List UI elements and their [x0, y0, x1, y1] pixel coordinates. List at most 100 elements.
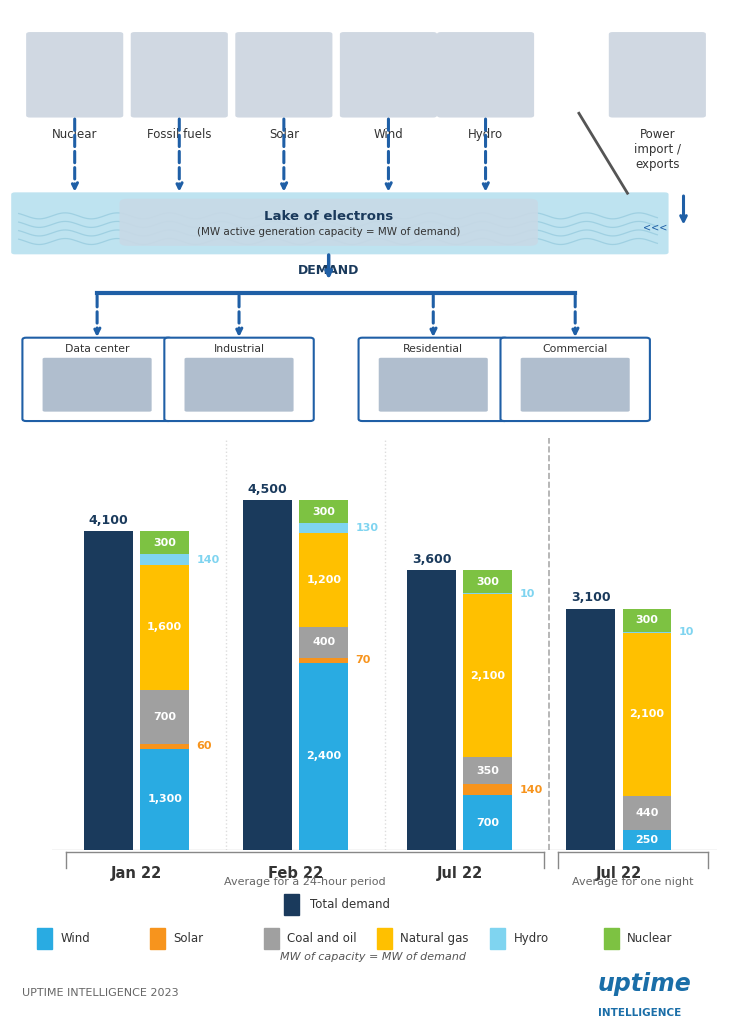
Bar	[622, 796, 672, 830]
Bar	[463, 795, 512, 850]
Text: Hydro: Hydro	[468, 129, 503, 141]
Text: Industrial: Industrial	[214, 344, 264, 354]
Bar	[463, 570, 512, 593]
Text: 10: 10	[520, 588, 535, 598]
Text: 10: 10	[679, 627, 694, 638]
Bar	[84, 531, 133, 850]
FancyBboxPatch shape	[131, 32, 228, 117]
Bar	[622, 830, 672, 850]
Text: Power
import /
exports: Power import / exports	[634, 129, 681, 171]
Text: 2,100: 2,100	[470, 671, 505, 681]
Text: 700: 700	[153, 712, 176, 722]
Text: 400: 400	[312, 638, 335, 647]
FancyBboxPatch shape	[359, 338, 508, 421]
Bar	[244, 500, 292, 850]
FancyBboxPatch shape	[120, 199, 538, 246]
Text: Total demand: Total demand	[309, 898, 390, 911]
Text: Commercial: Commercial	[542, 344, 608, 354]
Text: 300: 300	[636, 616, 658, 625]
Bar	[140, 565, 189, 690]
Text: Data center: Data center	[65, 344, 129, 354]
Bar	[463, 594, 512, 757]
Text: 70: 70	[356, 655, 371, 665]
Text: (MW active generation capacity = MW of demand): (MW active generation capacity = MW of d…	[197, 227, 460, 237]
FancyBboxPatch shape	[340, 32, 437, 117]
FancyBboxPatch shape	[609, 32, 706, 117]
Bar	[463, 757, 512, 785]
Text: Nuclear: Nuclear	[627, 932, 672, 945]
Text: <<<: <<<	[642, 222, 667, 233]
Bar	[300, 626, 348, 658]
Text: 300: 300	[153, 538, 176, 548]
Bar	[284, 893, 300, 915]
Bar	[150, 927, 165, 950]
FancyBboxPatch shape	[164, 338, 314, 421]
Text: 140: 140	[520, 785, 543, 795]
Text: 2,100: 2,100	[630, 710, 664, 720]
Bar	[604, 927, 619, 950]
Bar	[140, 749, 189, 850]
Text: 440: 440	[635, 809, 659, 818]
Text: DEMAND: DEMAND	[298, 264, 359, 277]
Bar	[300, 534, 348, 626]
Text: 1,600: 1,600	[147, 622, 182, 632]
Text: Average for one night: Average for one night	[572, 878, 694, 887]
FancyBboxPatch shape	[500, 338, 650, 421]
Text: 60: 60	[196, 742, 212, 751]
Bar	[37, 927, 52, 950]
FancyBboxPatch shape	[26, 32, 123, 117]
Text: MW of capacity = MW of demand: MW of capacity = MW of demand	[281, 953, 466, 962]
Bar	[622, 632, 672, 796]
Bar	[140, 690, 189, 744]
Text: 300: 300	[312, 507, 335, 517]
FancyBboxPatch shape	[235, 32, 332, 117]
FancyBboxPatch shape	[11, 193, 669, 254]
Bar	[264, 927, 279, 950]
Text: Residential: Residential	[403, 344, 463, 354]
Text: 250: 250	[636, 835, 658, 845]
Text: 700: 700	[476, 818, 499, 827]
Text: Natural gas: Natural gas	[400, 932, 469, 945]
Bar	[140, 744, 189, 749]
Text: Hydro: Hydro	[514, 932, 549, 945]
Bar	[140, 554, 189, 565]
Text: Coal and oil: Coal and oil	[287, 932, 356, 945]
Bar	[377, 927, 392, 950]
Text: 4,100: 4,100	[89, 514, 128, 526]
Text: 3,100: 3,100	[571, 591, 610, 605]
FancyBboxPatch shape	[43, 357, 152, 412]
FancyBboxPatch shape	[521, 357, 630, 412]
FancyBboxPatch shape	[22, 338, 172, 421]
Bar	[566, 609, 615, 850]
Bar	[463, 785, 512, 795]
Bar	[300, 663, 348, 850]
Text: Solar: Solar	[269, 129, 299, 141]
Text: 4,500: 4,500	[248, 483, 288, 495]
Text: uptime: uptime	[598, 972, 692, 996]
Text: 2,400: 2,400	[306, 752, 341, 761]
Text: 3,600: 3,600	[412, 553, 451, 565]
Bar	[300, 500, 348, 523]
Text: UPTIME INTELLIGENCE 2023: UPTIME INTELLIGENCE 2023	[22, 988, 179, 998]
Text: Wind: Wind	[60, 932, 90, 945]
FancyBboxPatch shape	[185, 357, 294, 412]
Text: 1,300: 1,300	[147, 794, 182, 804]
Text: 350: 350	[477, 766, 499, 776]
Bar	[300, 523, 348, 534]
Bar	[140, 531, 189, 554]
Text: INTELLIGENCE: INTELLIGENCE	[598, 1008, 681, 1019]
FancyBboxPatch shape	[437, 32, 534, 117]
Text: 1,200: 1,200	[306, 575, 341, 585]
FancyBboxPatch shape	[379, 357, 488, 412]
Text: Nuclear: Nuclear	[52, 129, 97, 141]
Text: 300: 300	[477, 577, 499, 586]
Bar	[622, 609, 672, 632]
Bar	[407, 570, 456, 850]
Text: Average for a 24-hour period: Average for a 24-hour period	[224, 878, 386, 887]
Text: 140: 140	[196, 555, 220, 564]
Text: Solar: Solar	[173, 932, 204, 945]
Text: 130: 130	[356, 523, 379, 534]
Text: Lake of electrons: Lake of electrons	[264, 210, 394, 224]
Text: Fossil fuels: Fossil fuels	[147, 129, 211, 141]
Text: Wind: Wind	[374, 129, 403, 141]
